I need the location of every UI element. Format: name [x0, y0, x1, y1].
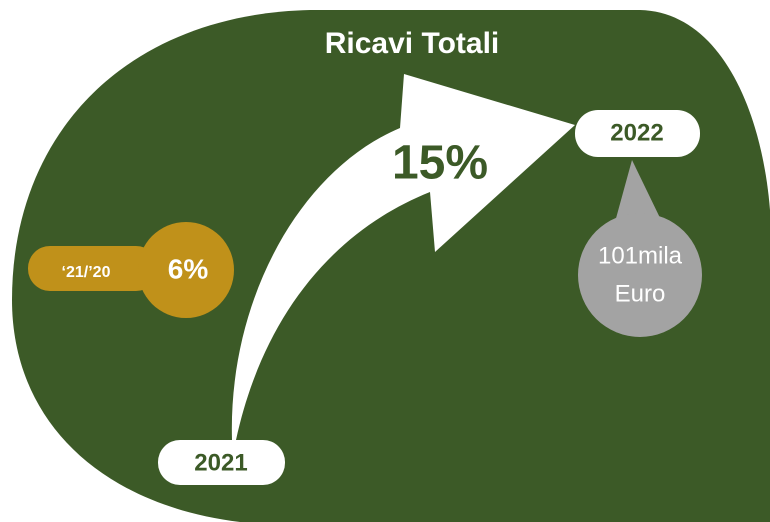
previous-value: 6%	[168, 253, 209, 284]
end-label: 2022	[610, 119, 663, 146]
growth-value: 15%	[392, 137, 488, 190]
amount: 101mila	[598, 242, 683, 269]
growth-arrow	[231, 74, 575, 440]
title: Ricavi Totali	[325, 27, 500, 60]
previous-circle	[138, 222, 234, 318]
bubble-pointer	[615, 160, 662, 222]
start-label: 2021	[194, 449, 247, 476]
end-pill	[575, 110, 700, 157]
previous-pill	[28, 246, 158, 291]
unit: Euro	[615, 280, 666, 307]
amount-bubble	[578, 213, 702, 337]
previous-label: ‘21/’20	[62, 264, 111, 281]
start-pill	[158, 440, 285, 485]
